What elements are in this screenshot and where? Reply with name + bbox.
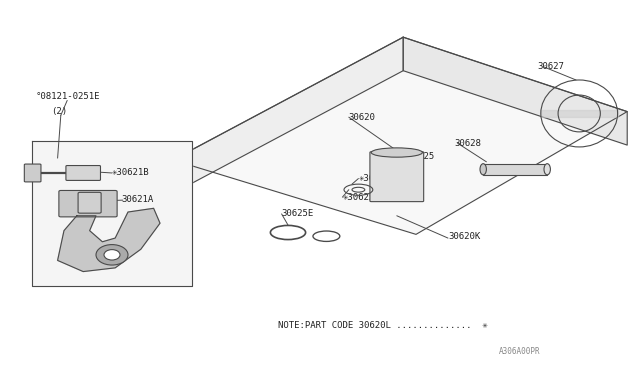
Polygon shape bbox=[403, 37, 627, 145]
Text: ✳30625A: ✳30625A bbox=[342, 193, 380, 202]
Polygon shape bbox=[58, 208, 160, 272]
Polygon shape bbox=[32, 141, 192, 286]
Ellipse shape bbox=[544, 164, 550, 175]
Text: ✳30621B: ✳30621B bbox=[112, 169, 150, 177]
Polygon shape bbox=[173, 37, 627, 234]
Polygon shape bbox=[173, 37, 403, 193]
FancyBboxPatch shape bbox=[370, 152, 424, 202]
Text: A306A00PR: A306A00PR bbox=[499, 347, 541, 356]
FancyBboxPatch shape bbox=[59, 190, 117, 217]
Text: 30620: 30620 bbox=[349, 113, 376, 122]
Text: 30625E: 30625E bbox=[282, 209, 314, 218]
Text: ✳30625: ✳30625 bbox=[403, 152, 435, 161]
FancyBboxPatch shape bbox=[66, 166, 100, 180]
Text: 30627: 30627 bbox=[538, 62, 564, 71]
Ellipse shape bbox=[96, 245, 128, 265]
Text: ✳30624: ✳30624 bbox=[358, 174, 390, 183]
Text: 30620K: 30620K bbox=[448, 232, 480, 241]
FancyBboxPatch shape bbox=[24, 164, 41, 182]
Text: 30621A: 30621A bbox=[122, 195, 154, 203]
Ellipse shape bbox=[480, 164, 486, 175]
Text: 30628: 30628 bbox=[454, 139, 481, 148]
Text: NOTE:PART CODE 30620L ..............  ✳: NOTE:PART CODE 30620L .............. ✳ bbox=[278, 321, 488, 330]
Ellipse shape bbox=[104, 250, 120, 260]
Text: °08121-0251E: °08121-0251E bbox=[35, 92, 100, 101]
FancyBboxPatch shape bbox=[78, 192, 101, 213]
Text: (2): (2) bbox=[51, 107, 67, 116]
Bar bbox=[483, 164, 547, 175]
Ellipse shape bbox=[371, 148, 422, 157]
